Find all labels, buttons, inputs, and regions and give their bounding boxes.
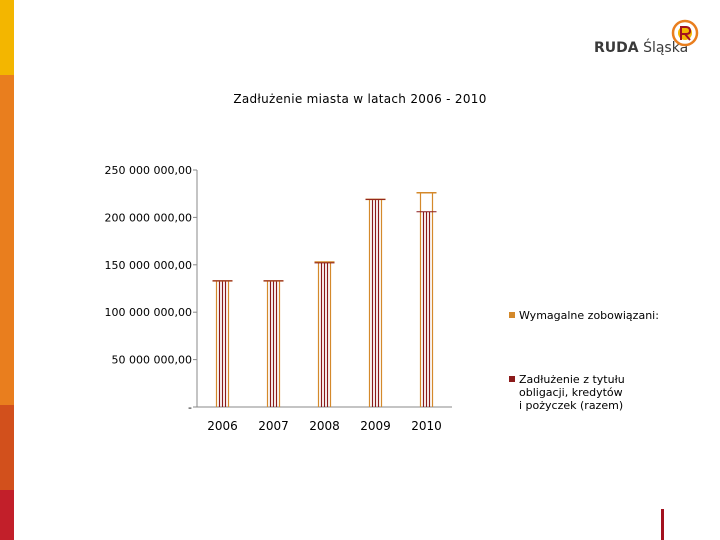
y-tick-label: 250 000 000,00: [105, 164, 192, 177]
bar-group: [419, 192, 434, 407]
legend-swatch-wymagalne: [509, 312, 515, 318]
side-stripe-red: [0, 490, 14, 540]
bar-group: [368, 199, 383, 407]
legend-item-zadluzenie: Zadłużenie z tytułu obligacji, kredytów …: [509, 373, 679, 415]
y-tick-label: 50 000 000,00: [112, 354, 192, 367]
bar-group: [317, 261, 332, 407]
chart-title: Zadłużenie miasta w latach 2006 - 2010: [233, 92, 487, 106]
bar-group: [215, 280, 230, 407]
legend-label-zadluzenie: Zadłużenie z tytułu obligacji, kredytów …: [519, 373, 625, 412]
legend-label-wymagalne: Wymagalne zobowiązani:: [519, 309, 659, 322]
legend-swatch-zadluzenie: [509, 376, 515, 382]
x-tick-label: 2007: [258, 419, 289, 433]
x-tick-label: 2008: [309, 419, 340, 433]
side-stripe-deep-orange: [0, 405, 14, 490]
y-tick-label: 200 000 000,00: [105, 211, 192, 224]
legend-item-wymagalne: Wymagalne zobowiązani:: [509, 309, 679, 323]
x-tick-label: 2006: [207, 419, 238, 433]
logo-text: RUDA Śląska: [594, 40, 689, 56]
corner-accent-bar: [661, 509, 664, 540]
city-logo-icon: [671, 19, 699, 47]
side-stripe-yellow: [0, 0, 14, 75]
side-stripe-orange: [0, 75, 14, 405]
city-logo: RUDA Śląska: [594, 18, 706, 60]
y-tick-label: 100 000 000,00: [105, 306, 192, 319]
y-tick-label: 150 000 000,00: [105, 259, 192, 272]
bar-group: [266, 280, 281, 407]
y-tick-label: -: [188, 401, 192, 414]
x-tick-label: 2010: [411, 419, 442, 433]
x-tick-label: 2009: [360, 419, 391, 433]
